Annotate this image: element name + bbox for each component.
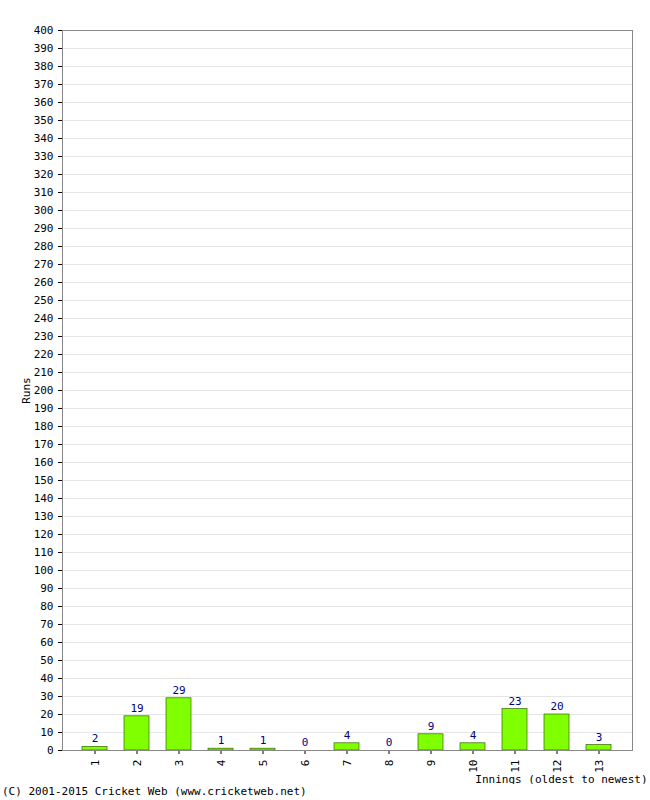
svg-text:400: 400	[34, 24, 54, 37]
svg-text:1: 1	[260, 734, 267, 747]
svg-text:210: 210	[34, 366, 54, 379]
html-text:(C) 2001-2015 Cricket Web (www: (C) 2001-2015 Cricket Web (www.cricketwe…	[2, 785, 307, 798]
svg-text:60: 60	[40, 636, 53, 649]
svg-text:23: 23	[508, 695, 521, 708]
svg-text:100: 100	[34, 564, 54, 577]
svg-text:11: 11	[509, 760, 522, 773]
svg-text:Runs: Runs	[20, 377, 33, 404]
svg-text:2: 2	[92, 732, 99, 745]
svg-text:80: 80	[40, 600, 53, 613]
svg-text:5: 5	[257, 760, 270, 767]
svg-text:3: 3	[596, 731, 603, 744]
svg-text:160: 160	[34, 456, 54, 469]
svg-text:8: 8	[383, 760, 396, 767]
svg-text:330: 330	[34, 150, 54, 163]
svg-text:220: 220	[34, 348, 54, 361]
svg-text:390: 390	[34, 42, 54, 55]
svg-text:0: 0	[386, 736, 393, 749]
svg-text:120: 120	[34, 528, 54, 541]
svg-text:29: 29	[172, 684, 185, 697]
svg-text:9: 9	[428, 720, 435, 733]
svg-text:280: 280	[34, 240, 54, 253]
svg-text:50: 50	[40, 654, 53, 667]
svg-text:90: 90	[40, 582, 53, 595]
svg-text:9: 9	[425, 760, 438, 767]
svg-text:0: 0	[302, 736, 309, 749]
svg-text:260: 260	[34, 276, 54, 289]
svg-text:380: 380	[34, 60, 54, 73]
svg-text:12: 12	[551, 760, 564, 773]
svg-text:170: 170	[34, 438, 54, 451]
svg-text:20: 20	[550, 700, 563, 713]
svg-text:20: 20	[40, 708, 53, 721]
svg-text:350: 350	[34, 114, 54, 127]
svg-text:230: 230	[34, 330, 54, 343]
svg-text:310: 310	[34, 186, 54, 199]
svg-text:30: 30	[40, 690, 53, 703]
svg-text:190: 190	[34, 402, 54, 415]
svg-text:10: 10	[40, 726, 53, 739]
svg-text:4: 4	[470, 729, 477, 742]
svg-text:370: 370	[34, 78, 54, 91]
svg-text:6: 6	[299, 760, 312, 767]
svg-text:10: 10	[467, 760, 480, 773]
svg-text:250: 250	[34, 294, 54, 307]
svg-text:140: 140	[34, 492, 54, 505]
svg-text:290: 290	[34, 222, 54, 235]
svg-text:200: 200	[34, 384, 54, 397]
svg-text:2: 2	[131, 760, 144, 767]
svg-text:40: 40	[40, 672, 53, 685]
svg-text:360: 360	[34, 96, 54, 109]
svg-text:Innings (oldest to newest): Innings (oldest to newest)	[475, 773, 647, 785]
svg-text:340: 340	[34, 132, 54, 145]
svg-text:70: 70	[40, 618, 53, 631]
svg-text:180: 180	[34, 420, 54, 433]
svg-text:4: 4	[344, 729, 351, 742]
svg-text:130: 130	[34, 510, 54, 523]
svg-text:150: 150	[34, 474, 54, 487]
svg-text:1: 1	[218, 734, 225, 747]
svg-text:320: 320	[34, 168, 54, 181]
svg-text:240: 240	[34, 312, 54, 325]
svg-text:270: 270	[34, 258, 54, 271]
svg-text:13: 13	[593, 760, 606, 773]
svg-text:3: 3	[173, 760, 186, 767]
svg-text:300: 300	[34, 204, 54, 217]
svg-text:4: 4	[215, 759, 228, 766]
svg-text:19: 19	[130, 702, 143, 715]
svg-text:1: 1	[89, 760, 102, 767]
svg-text:0: 0	[47, 744, 54, 757]
svg-text:110: 110	[34, 546, 54, 559]
svg-text:7: 7	[341, 760, 354, 767]
